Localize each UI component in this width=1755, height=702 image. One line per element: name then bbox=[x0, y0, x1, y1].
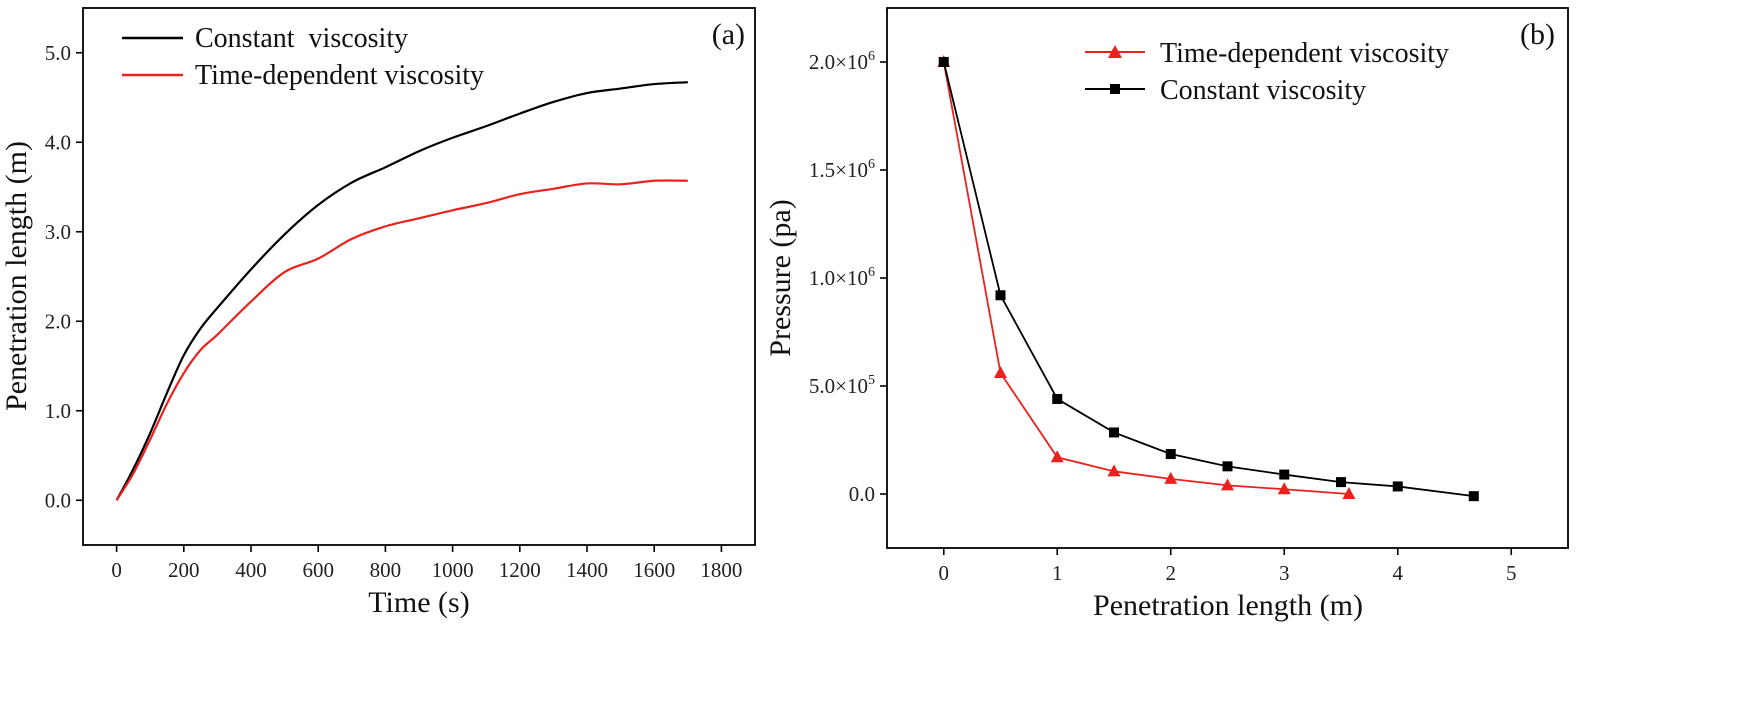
panel-b-y-tick-label: 2.0×106 bbox=[809, 49, 875, 74]
panel-a-x-tick-label: 1200 bbox=[499, 558, 541, 582]
panel-b-x-tick-label: 4 bbox=[1393, 561, 1404, 585]
panel-a-x-tick-label: 1600 bbox=[633, 558, 675, 582]
panel-b-data-point-square bbox=[1468, 491, 1479, 502]
panel-a-y-tick-label: 2.0 bbox=[45, 309, 71, 333]
panel-b-y-tick-label: 1.0×106 bbox=[809, 265, 875, 290]
panel-a-x-tick-label: 200 bbox=[168, 558, 200, 582]
panel-b-x-tick-label: 0 bbox=[939, 561, 950, 585]
panel-a-x-tick-label: 1000 bbox=[432, 558, 474, 582]
panel-a-plot-frame bbox=[82, 7, 756, 546]
panel-b-legend-time-dependent: Time-dependent viscosity bbox=[1160, 38, 1449, 69]
panel-b-data-point-triangle bbox=[1342, 487, 1356, 499]
panel-b-y-tick-label: 0.0 bbox=[849, 482, 875, 506]
panel-b-x-tick-label: 3 bbox=[1279, 561, 1290, 585]
panel-b-series bbox=[937, 55, 1479, 502]
panel-b-legend-constant: Constant viscosity bbox=[1160, 75, 1366, 106]
panel-a-x-tick-label: 800 bbox=[370, 558, 402, 582]
panel-a-x-axis-title: Time (s) bbox=[368, 586, 469, 619]
panel-a-x-tick-label: 400 bbox=[235, 558, 267, 582]
panel-a-x-tick-label: 1800 bbox=[700, 558, 742, 582]
panel-a-y-tick-label: 3.0 bbox=[45, 220, 71, 244]
panel-a: 0 200 400 600 800 1000 1200 1400 1600 1800 0.0 1.0 2… bbox=[0, 7, 756, 619]
panel-b-data-point-square bbox=[1336, 477, 1346, 488]
panel-b-data-point-triangle bbox=[1050, 450, 1064, 463]
panel-b-y-tick-label: 5.0×105 bbox=[809, 373, 875, 398]
panel-b-data-point-square bbox=[1109, 427, 1119, 438]
panel-a-y-tick-label: 1.0 bbox=[45, 399, 71, 423]
panel-b-legend: Time-dependent viscosity Constant viscos… bbox=[1085, 38, 1449, 106]
panel-b-data-point-triangle bbox=[1221, 478, 1234, 491]
panel-a-ticks: 0 200 400 600 800 1000 1200 1400 1600 1800 0.0 1.0 2… bbox=[45, 41, 743, 582]
panel-b-data-point-square bbox=[995, 290, 1006, 301]
panel-a-legend-constant: Constant viscosity bbox=[195, 23, 408, 54]
panel-a-y-tick-label: 0.0 bbox=[45, 488, 71, 512]
panel-b-legend-marker-triangle bbox=[1108, 45, 1122, 58]
panel-a-x-tick-label: 600 bbox=[302, 558, 334, 582]
panel-a-series-line-1 bbox=[115, 179, 688, 501]
panel-a-series bbox=[115, 81, 688, 501]
panel-b-data-point-square bbox=[938, 57, 949, 67]
panel-b-data-point-square bbox=[1052, 393, 1063, 404]
panel-b-data-point-triangle bbox=[1164, 471, 1178, 484]
panel-a-label: (a) bbox=[712, 18, 745, 51]
panel-b-x-tick-label: 1 bbox=[1052, 561, 1063, 585]
panel-b-data-point-square bbox=[1165, 449, 1176, 460]
panel-b-y-axis-title: Pressure (pa) bbox=[764, 199, 797, 356]
panel-b-x-tick-label: 2 bbox=[1166, 561, 1177, 585]
panel-b: 0 1 2 3 4 5 0.0 5.0×105 1.0×106 1.5×106 2.0×106 (b… bbox=[764, 7, 1569, 622]
panel-b-label: (b) bbox=[1520, 18, 1555, 51]
panel-b-series-line-0 bbox=[942, 61, 1350, 495]
panel-b-data-point-triangle bbox=[1107, 464, 1121, 477]
panel-a-x-tick-label: 0 bbox=[111, 558, 122, 582]
panel-b-data-point-square bbox=[1222, 461, 1233, 472]
panel-a-legend-time-dependent: Time-dependent viscosity bbox=[195, 60, 484, 91]
panel-b-data-point-triangle bbox=[994, 366, 1007, 379]
panel-a-x-tick-label: 1400 bbox=[566, 558, 608, 582]
panel-b-x-axis-title: Penetration length (m) bbox=[1093, 589, 1363, 622]
panel-a-y-tick-label: 5.0 bbox=[45, 41, 71, 65]
panel-b-x-tick-label: 5 bbox=[1506, 561, 1517, 585]
panel-b-data-point-square bbox=[1392, 481, 1403, 492]
panel-b-ticks: 0 1 2 3 4 5 0.0 5.0×105 1.0×106 1.5×106 2.0×106 bbox=[809, 49, 1517, 585]
panel-a-y-axis-title: Penetration length (m) bbox=[0, 141, 33, 411]
panel-b-legend-marker-square bbox=[1110, 84, 1120, 94]
panel-b-data-point-triangle bbox=[1277, 482, 1291, 495]
panel-a-y-tick-label: 4.0 bbox=[45, 130, 71, 154]
panel-a-series-line-0 bbox=[115, 81, 688, 501]
panel-a-legend: Constant viscosity Time-dependent viscos… bbox=[122, 23, 484, 91]
panel-b-series-line-1 bbox=[942, 61, 1474, 498]
panel-b-y-tick-label: 1.5×106 bbox=[809, 157, 875, 182]
panel-b-data-point-square bbox=[1279, 469, 1290, 480]
